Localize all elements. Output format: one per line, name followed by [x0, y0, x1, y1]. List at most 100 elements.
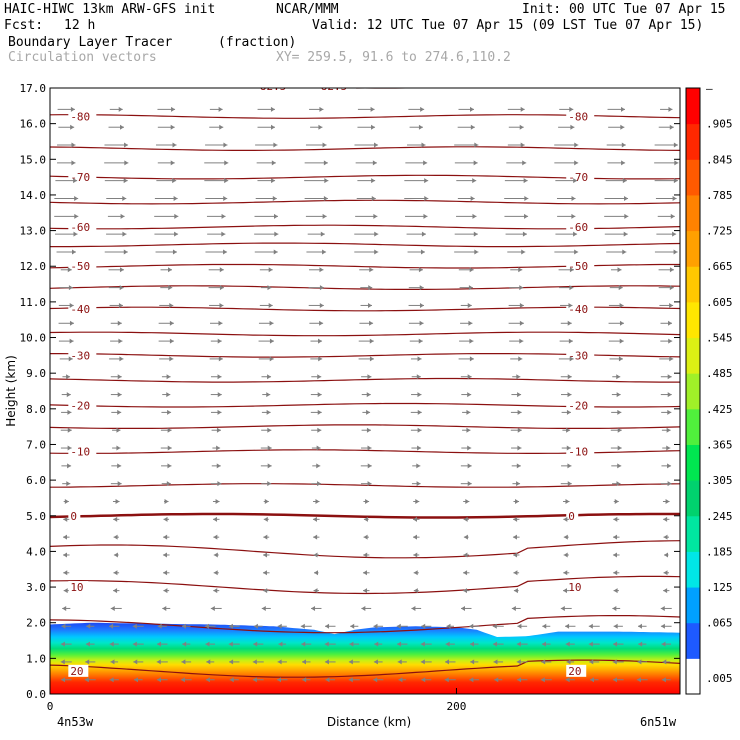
- vector-arrow: [463, 499, 470, 505]
- vector-arrow: [300, 623, 312, 629]
- contour-label: -80: [568, 111, 588, 124]
- vector-arrow: [444, 677, 456, 683]
- y-tick-label: 4.0: [26, 545, 46, 558]
- vector-arrow: [60, 445, 72, 451]
- vector-arrow: [61, 623, 72, 629]
- colorbar-segment: [686, 658, 700, 695]
- vector-arrow: [61, 409, 72, 415]
- contour-label: -10: [70, 446, 90, 459]
- y-tick-label: 12.0: [20, 260, 47, 273]
- contour-label: -20: [70, 399, 90, 412]
- vector-arrow: [458, 106, 475, 112]
- vector-arrow: [360, 481, 372, 487]
- vector-arrow: [555, 178, 578, 184]
- plot-frame: [49, 87, 681, 695]
- contour-label: -20: [568, 399, 588, 412]
- vector-arrow: [557, 213, 576, 219]
- vector-arrow: [374, 641, 383, 647]
- vector-arrow: [562, 588, 570, 594]
- vector-arrow: [156, 178, 177, 184]
- vector-arrow: [210, 338, 222, 344]
- vector-arrow: [660, 481, 672, 487]
- contour-label-bg: [566, 221, 595, 234]
- vector-arrow: [85, 659, 96, 665]
- y-axis-label: Height (km): [4, 355, 18, 426]
- vector-arrow: [58, 320, 74, 326]
- vector-arrow: [604, 231, 628, 237]
- vector-arrow: [360, 463, 372, 469]
- vector-arrow: [407, 142, 426, 148]
- y-tick-label: 15.0: [20, 153, 47, 166]
- vector-arrow: [180, 677, 192, 683]
- vector-arrow: [660, 338, 673, 344]
- vector-arrow: [113, 570, 120, 576]
- y-tick-label: 5.0: [26, 510, 46, 523]
- vector-arrow: [311, 445, 321, 451]
- vector-arrow: [60, 641, 72, 647]
- vector-arrow: [413, 570, 419, 576]
- vector-arrow: [210, 320, 223, 326]
- contour-line: [50, 199, 680, 205]
- vector-arrow: [133, 677, 143, 683]
- vector-arrow: [610, 267, 622, 273]
- vector-arrow: [258, 356, 274, 362]
- vector-arrow: [512, 534, 520, 540]
- vector-arrow: [359, 267, 374, 273]
- vector-arrow: [110, 659, 119, 665]
- vector-arrow: [58, 124, 75, 130]
- vector-arrow: [310, 338, 323, 344]
- colorbar-segment: [686, 408, 700, 445]
- colorbar-label: .725: [706, 225, 733, 238]
- vector-arrow: [613, 623, 623, 629]
- vector-arrow: [133, 659, 144, 665]
- vector-arrow: [213, 552, 219, 558]
- vector-arrow: [558, 267, 574, 273]
- vector-arrow: [469, 641, 479, 647]
- vector-arrow: [608, 302, 624, 308]
- vector-arrow: [304, 178, 329, 184]
- vector-arrow: [104, 178, 128, 184]
- vector-arrow: [182, 641, 191, 647]
- x-axis: 0 200 4n53w 6n51w Distance (km): [47, 688, 677, 729]
- vector-arrow: [309, 267, 324, 273]
- vector-arrow: [361, 427, 371, 433]
- colorbar-segment: [686, 515, 700, 552]
- contour-line: [50, 285, 680, 290]
- vector-arrow: [411, 374, 421, 380]
- vector-arrow: [373, 623, 384, 629]
- x-tick-label: 200: [447, 700, 467, 713]
- vector-arrow: [311, 374, 322, 380]
- vector-arrow: [213, 570, 219, 576]
- vector-arrow: [58, 302, 74, 308]
- vector-arrow: [638, 641, 647, 647]
- vector-arrow: [409, 267, 423, 273]
- y-tick-label: 16.0: [20, 118, 47, 131]
- vector-arrow: [213, 588, 220, 594]
- vector-arrow: [263, 588, 270, 594]
- vector-arrow: [397, 659, 407, 665]
- vector-arrow: [613, 641, 624, 647]
- vector-arrow: [62, 552, 70, 558]
- contour-label-bg: [566, 445, 595, 458]
- vector-arrow: [636, 677, 648, 683]
- model-title: HAIC-HIWC 13km ARW-GFS init: [4, 2, 216, 17]
- vector-arrow: [348, 677, 360, 683]
- vector-arrow: [311, 605, 322, 611]
- vector-arrow: [461, 605, 472, 611]
- vector-arrow: [158, 338, 174, 344]
- y-tick-label: 8.0: [26, 403, 46, 416]
- colorbar-segment: [686, 230, 700, 267]
- vector-arrow: [261, 285, 272, 291]
- vector-arrow: [358, 338, 374, 344]
- vector-arrow: [563, 570, 570, 576]
- vector-arrow: [604, 196, 629, 202]
- vector-arrow: [259, 302, 273, 308]
- vector-arrow: [362, 570, 370, 576]
- vector-arrow: [409, 124, 423, 130]
- vector-arrow: [462, 427, 471, 433]
- vector-arrow: [309, 320, 324, 326]
- vector-arrow: [63, 499, 69, 505]
- vector-arrow: [411, 445, 422, 451]
- vector-arrow: [257, 124, 275, 130]
- vector-arrow: [62, 605, 71, 611]
